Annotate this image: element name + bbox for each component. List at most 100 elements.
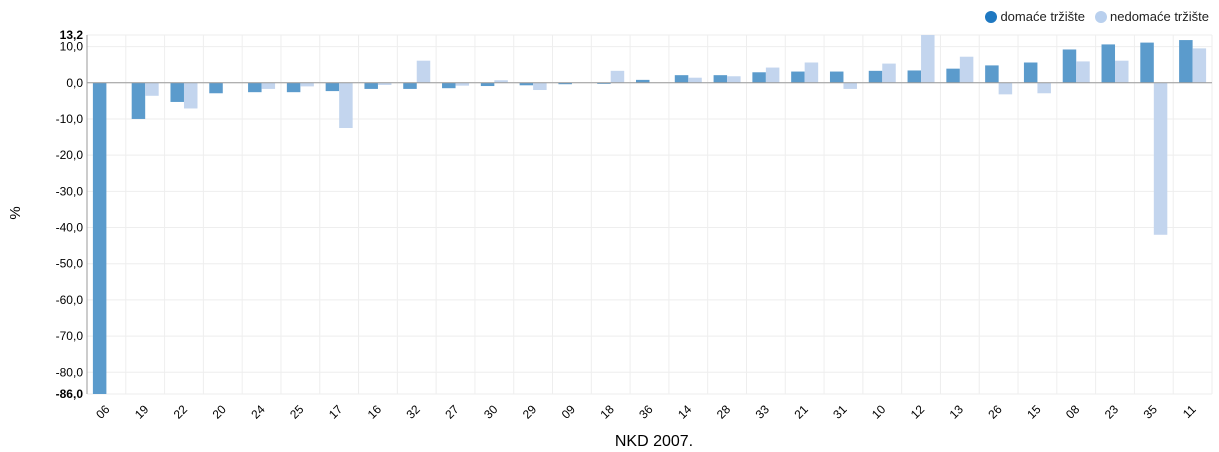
- y-tick-label: -60,0: [56, 293, 84, 307]
- y-tick-label: -10,0: [56, 112, 84, 126]
- y-tick-label: -40,0: [56, 221, 84, 235]
- bar-domestic[interactable]: [209, 82, 223, 94]
- bar-foreign[interactable]: [843, 82, 857, 89]
- x-axis-ticks: 06 19 22 20 24 25 17 16 32 27 30 29 09 18 36 14 28 33 21 31…: [93, 402, 1199, 422]
- bar-foreign[interactable]: [183, 82, 198, 109]
- x-tick-label: 31: [830, 402, 850, 422]
- x-tick-label: 24: [248, 402, 268, 422]
- bar-domestic[interactable]: [558, 82, 572, 85]
- bar-foreign[interactable]: [688, 77, 702, 83]
- bar-domestic[interactable]: [946, 68, 960, 83]
- x-tick-label: 19: [132, 402, 152, 422]
- x-axis-label: NKD 2007.: [615, 433, 693, 450]
- bar-foreign[interactable]: [1115, 60, 1129, 83]
- x-tick-label: 10: [869, 402, 889, 422]
- bar-domestic[interactable]: [791, 71, 805, 83]
- bar-domestic[interactable]: [1140, 42, 1154, 83]
- x-tick-label: 11: [1180, 402, 1199, 421]
- x-tick-label: 13: [947, 402, 967, 422]
- bar-foreign[interactable]: [804, 62, 819, 83]
- bar-foreign[interactable]: [377, 82, 392, 85]
- bar-foreign[interactable]: [339, 82, 353, 129]
- bar-foreign[interactable]: [1192, 48, 1207, 83]
- x-tick-label: 32: [404, 402, 424, 422]
- bars: [86, 35, 1212, 394]
- x-tick-label: 22: [171, 402, 191, 422]
- bar-domestic[interactable]: [1062, 49, 1077, 83]
- bar-foreign[interactable]: [145, 82, 159, 96]
- bar-foreign[interactable]: [1076, 61, 1090, 83]
- y-tick-label: 10,0: [60, 40, 84, 54]
- x-tick-label: 20: [210, 402, 230, 422]
- bar-foreign[interactable]: [765, 67, 780, 83]
- bar-domestic[interactable]: [985, 65, 999, 83]
- y-axis-label: %: [7, 206, 24, 219]
- y-tick-label: -20,0: [56, 148, 84, 162]
- y-tick-label: -80,0: [56, 365, 84, 379]
- bar-foreign[interactable]: [494, 80, 508, 83]
- bar-domestic[interactable]: [907, 70, 922, 83]
- legend-item-domestic[interactable]: domaće tržište: [985, 9, 1085, 24]
- x-tick-label: 33: [753, 402, 773, 422]
- bar-foreign[interactable]: [610, 70, 625, 83]
- x-tick-label: 26: [985, 402, 1005, 422]
- legend-label: nedomaće tržište: [1110, 9, 1209, 24]
- y-tick-label: 13,2: [60, 28, 84, 42]
- bar-foreign[interactable]: [261, 82, 276, 89]
- x-tick-label: 23: [1102, 402, 1122, 422]
- bar-domestic[interactable]: [170, 82, 184, 102]
- bar-domestic[interactable]: [829, 71, 844, 83]
- bar-domestic[interactable]: [131, 82, 146, 119]
- bar-domestic[interactable]: [92, 82, 107, 394]
- x-tick-label: 25: [287, 402, 307, 422]
- bar-foreign[interactable]: [921, 35, 935, 83]
- y-tick-label: -70,0: [56, 329, 84, 343]
- bar-domestic[interactable]: [1101, 44, 1116, 83]
- y-tick-label: -86,0: [56, 387, 84, 401]
- bar-domestic[interactable]: [442, 82, 456, 89]
- bar-foreign[interactable]: [959, 56, 974, 83]
- x-tick-label: 17: [326, 402, 346, 422]
- bar-foreign[interactable]: [1037, 82, 1051, 94]
- bar-domestic[interactable]: [248, 82, 262, 93]
- bar-domestic[interactable]: [752, 72, 766, 83]
- bar-domestic[interactable]: [597, 82, 611, 84]
- bar-domestic[interactable]: [1023, 62, 1038, 83]
- bar-domestic[interactable]: [519, 82, 534, 86]
- bar-domestic[interactable]: [364, 82, 378, 89]
- bar-foreign[interactable]: [1153, 82, 1168, 235]
- bar-domestic[interactable]: [286, 82, 301, 93]
- x-tick-label: 30: [481, 402, 501, 422]
- legend-item-foreign[interactable]: nedomaće tržište: [1095, 9, 1209, 24]
- x-tick-label: 28: [714, 402, 734, 422]
- y-axis-ticks: 13,210,0 0,0 -10,0 -20,0 -30,0 -40,0 -50,0 -60,…: [56, 28, 84, 401]
- bar-foreign[interactable]: [416, 60, 431, 83]
- bar-domestic[interactable]: [674, 75, 689, 83]
- bar-domestic[interactable]: [403, 82, 417, 89]
- bar-foreign[interactable]: [998, 82, 1013, 95]
- bar-domestic[interactable]: [636, 79, 650, 83]
- legend: domaće tržište nedomaće tržište: [985, 9, 1209, 24]
- bar-domestic[interactable]: [713, 75, 728, 83]
- bar-domestic[interactable]: [480, 82, 495, 87]
- bar-domestic[interactable]: [868, 70, 883, 83]
- x-tick-label: 35: [1141, 402, 1161, 422]
- legend-label: domaće tržište: [1000, 9, 1085, 24]
- x-tick-label: 09: [559, 402, 579, 422]
- x-tick-label: 14: [675, 402, 695, 422]
- legend-marker-icon: [1095, 10, 1107, 23]
- x-tick-label: 06: [93, 402, 113, 422]
- bar-foreign[interactable]: [882, 63, 896, 83]
- bar-domestic[interactable]: [1179, 40, 1193, 83]
- x-tick-label: 16: [365, 402, 385, 422]
- bar-foreign[interactable]: [300, 82, 314, 87]
- x-tick-label: 27: [442, 402, 462, 422]
- bar-foreign[interactable]: [727, 76, 741, 83]
- bar-foreign[interactable]: [533, 82, 547, 91]
- bar-foreign[interactable]: [455, 82, 470, 86]
- legend-marker-icon: [985, 10, 998, 23]
- x-tick-label: 29: [520, 402, 540, 422]
- bar-domestic[interactable]: [325, 82, 340, 92]
- x-tick-label: 12: [908, 402, 928, 422]
